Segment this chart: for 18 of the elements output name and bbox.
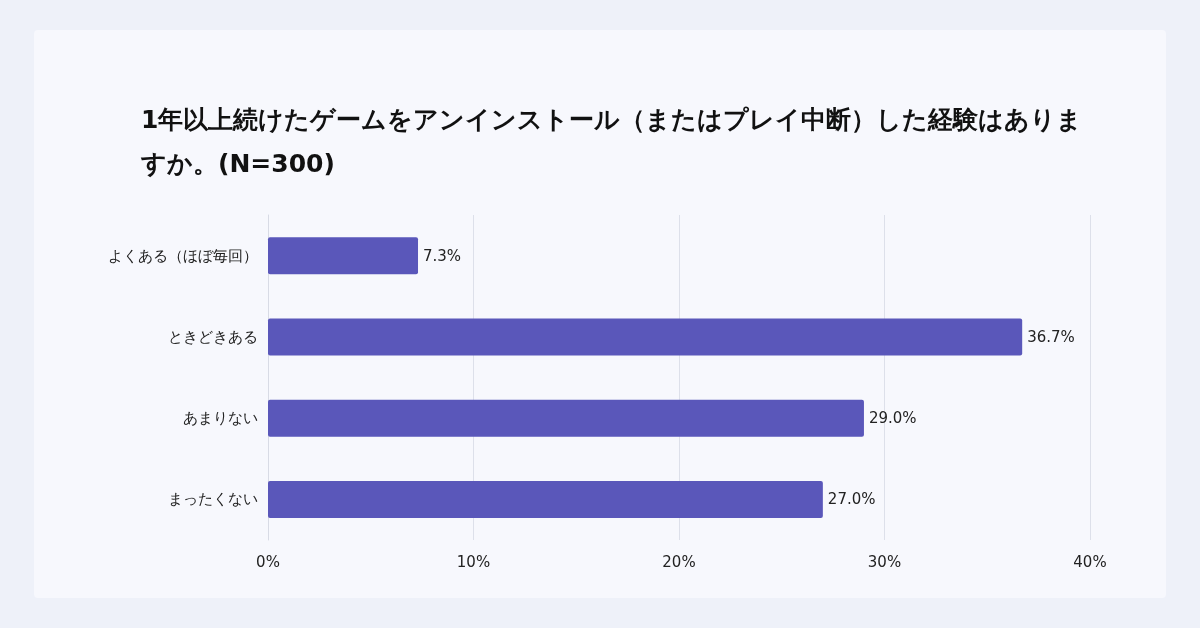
x-tick-label: 40%: [1073, 552, 1107, 571]
data-label: 27.0%: [827, 490, 876, 509]
bar: [268, 480, 823, 518]
bar: [268, 318, 1023, 356]
x-tick-label: 0%: [256, 552, 280, 571]
y-tick-label: あまりない: [183, 409, 258, 428]
chart-title: 1年以上続けたゲームをアンインストール（またはプレイ中断）した経験はありますか。(N=300): [140, 104, 1083, 178]
y-tick-label: ときどきある: [168, 327, 258, 346]
bar: [268, 237, 419, 275]
data-label: 36.7%: [1027, 327, 1075, 346]
x-tick-label: 10%: [456, 552, 491, 571]
y-tick-label: よくある（ほぼ毎回）: [108, 246, 258, 265]
x-tick-label: 20%: [662, 552, 696, 571]
bar: [268, 399, 864, 437]
data-label: 7.3%: [423, 246, 462, 265]
data-label: 29.0%: [868, 409, 917, 428]
x-tick-label: 30%: [867, 552, 902, 571]
y-tick-label: まったくない: [168, 490, 258, 509]
